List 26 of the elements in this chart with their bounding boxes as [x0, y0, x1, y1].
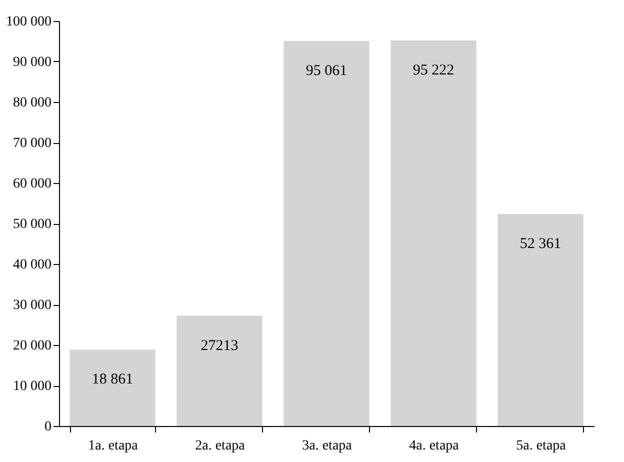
bar [176, 316, 262, 426]
bar [498, 214, 584, 426]
y-tick-label: 50 000 [13, 217, 52, 232]
y-tick-label: 80 000 [13, 96, 52, 110]
data-label: 52 361 [520, 236, 562, 252]
bar [284, 41, 370, 426]
y-tick-label: 70 000 [13, 136, 52, 151]
y-tick-label: 40 000 [13, 258, 52, 272]
x-tick-label: 2a. etapa [195, 438, 246, 454]
bar [70, 350, 156, 426]
x-tick-label: 3a. etapa [302, 438, 353, 454]
y-tick-label: 100 000 [6, 14, 52, 30]
y-tick-label: 60 000 [13, 176, 52, 192]
data-label: 27213 [200, 338, 238, 354]
data-label: 95 061 [306, 63, 348, 80]
y-tick-label: 0 [44, 420, 52, 434]
x-tick-label: 4a. etapa [409, 438, 460, 454]
data-label: 18 861 [92, 372, 134, 388]
x-tick-label: 5a. etapa [516, 438, 567, 454]
y-tick-label: 90 000 [13, 55, 52, 70]
data-label: 95 222 [412, 62, 454, 78]
y-tick-label: 30 000 [13, 298, 52, 313]
y-tick-label: 20 000 [13, 338, 52, 354]
x-tick-label: 1a. etapa [88, 438, 139, 454]
y-tick-label: 10 000 [13, 379, 52, 394]
bar [390, 40, 476, 426]
